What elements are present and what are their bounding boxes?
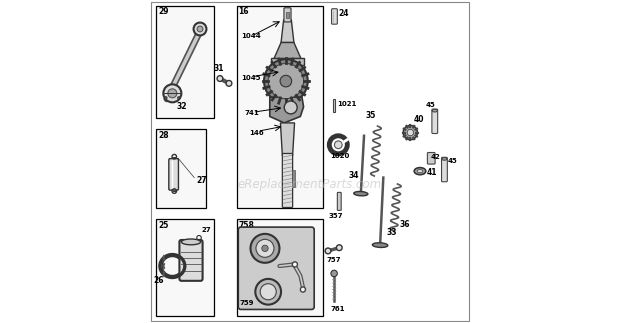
FancyBboxPatch shape (432, 109, 438, 133)
Circle shape (334, 141, 342, 149)
Text: 1044: 1044 (241, 33, 260, 39)
Text: 35: 35 (366, 111, 376, 120)
Circle shape (163, 84, 182, 102)
Circle shape (168, 89, 177, 98)
Text: 29: 29 (158, 7, 169, 16)
Circle shape (177, 97, 180, 99)
Ellipse shape (432, 109, 437, 112)
Text: 26: 26 (154, 276, 164, 285)
Polygon shape (270, 97, 304, 123)
Text: 27: 27 (197, 176, 208, 185)
Text: 24: 24 (339, 9, 349, 18)
Text: 16: 16 (239, 7, 249, 16)
Bar (334, 99, 335, 112)
Text: 28: 28 (158, 131, 169, 140)
Circle shape (165, 97, 167, 99)
Text: 40: 40 (414, 115, 424, 124)
Text: 33: 33 (386, 228, 397, 237)
Circle shape (255, 279, 281, 305)
FancyBboxPatch shape (169, 159, 179, 190)
Circle shape (285, 101, 297, 114)
Ellipse shape (182, 239, 201, 245)
Text: 32: 32 (176, 102, 187, 111)
FancyBboxPatch shape (282, 153, 293, 207)
Ellipse shape (417, 170, 423, 173)
Text: 759: 759 (240, 299, 254, 306)
Circle shape (262, 245, 268, 252)
FancyBboxPatch shape (284, 8, 291, 22)
Bar (272, 58, 304, 65)
Text: 36: 36 (399, 220, 410, 229)
Polygon shape (274, 43, 301, 58)
Circle shape (193, 23, 206, 36)
Text: 27: 27 (202, 227, 211, 233)
Text: 758: 758 (239, 221, 254, 230)
Text: 45: 45 (426, 102, 436, 109)
Bar (237, 5, 323, 208)
FancyBboxPatch shape (427, 152, 435, 164)
Bar (156, 219, 213, 316)
Polygon shape (280, 123, 294, 155)
Ellipse shape (373, 243, 388, 247)
Text: 761: 761 (330, 306, 345, 312)
Circle shape (337, 245, 342, 251)
Ellipse shape (442, 158, 447, 160)
FancyBboxPatch shape (337, 193, 341, 210)
Bar (286, 12, 289, 18)
Text: 25: 25 (158, 221, 169, 230)
Text: 1021: 1021 (337, 100, 356, 107)
Circle shape (331, 270, 337, 276)
Text: 757: 757 (326, 257, 341, 263)
Circle shape (226, 80, 232, 86)
Text: 741: 741 (244, 110, 259, 116)
FancyBboxPatch shape (441, 157, 447, 182)
Circle shape (264, 59, 308, 103)
Circle shape (256, 239, 274, 257)
Text: 1020: 1020 (330, 153, 350, 159)
Circle shape (325, 248, 331, 254)
Text: 42: 42 (431, 154, 441, 160)
Circle shape (403, 125, 417, 140)
Text: 41: 41 (427, 168, 437, 177)
Circle shape (300, 287, 306, 292)
Text: 1045: 1045 (241, 75, 260, 81)
FancyBboxPatch shape (179, 240, 203, 281)
Circle shape (268, 63, 304, 99)
Text: 45: 45 (448, 158, 458, 164)
Ellipse shape (354, 192, 368, 196)
Ellipse shape (414, 168, 426, 175)
Text: 146: 146 (249, 130, 264, 136)
Polygon shape (281, 20, 294, 43)
Bar (156, 129, 206, 208)
FancyBboxPatch shape (238, 227, 314, 309)
Circle shape (260, 284, 277, 300)
Text: 31: 31 (214, 64, 224, 73)
FancyBboxPatch shape (332, 9, 337, 24)
Text: 357: 357 (329, 213, 343, 219)
Circle shape (280, 75, 291, 87)
Circle shape (292, 262, 298, 267)
Bar (237, 219, 323, 316)
Bar (291, 170, 295, 187)
Text: eReplacementParts.com: eReplacementParts.com (238, 178, 382, 191)
Circle shape (407, 129, 414, 136)
Circle shape (197, 26, 203, 32)
Text: 34: 34 (348, 172, 358, 181)
Circle shape (250, 234, 280, 263)
Circle shape (217, 76, 223, 81)
Bar (156, 5, 213, 118)
